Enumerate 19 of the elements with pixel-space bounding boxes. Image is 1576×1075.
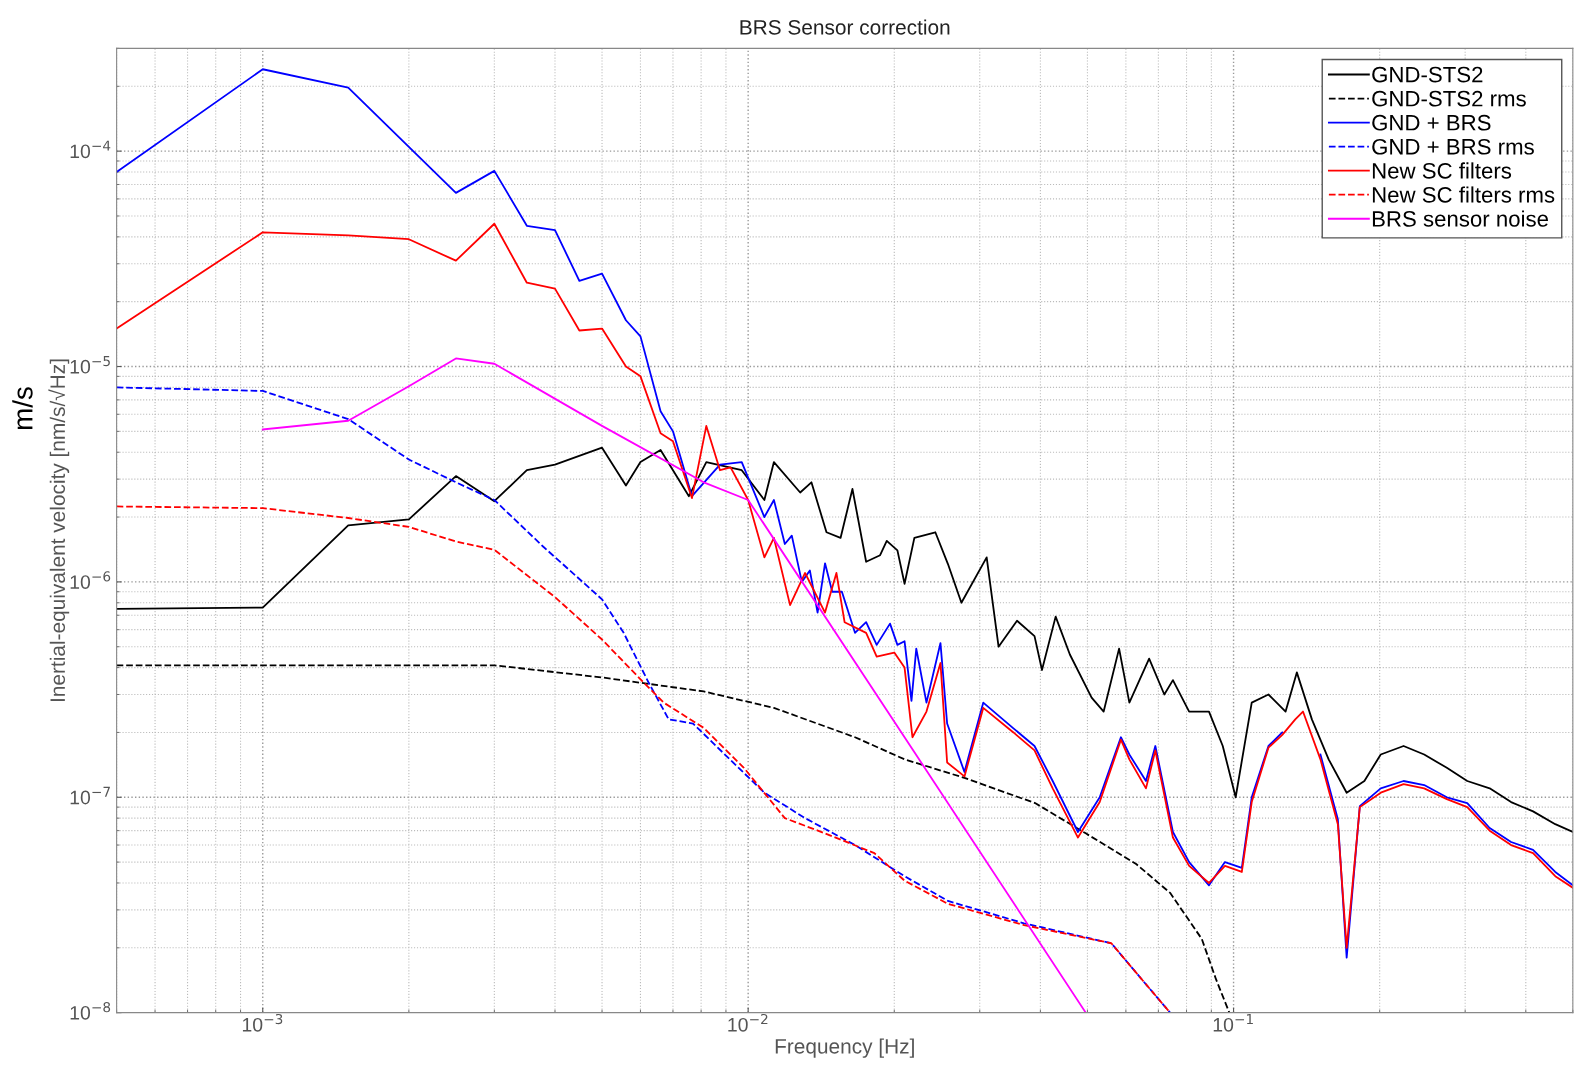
- x-tick-label: 10$^{−2}$: [728, 1013, 768, 1032]
- x-tick-label: 10$^{−1}$: [1213, 1014, 1253, 1032]
- y-tick-label: 10$^{−5}$: [70, 356, 110, 374]
- y-axis-title: Inertial-equivalent velocity [nm/s/√Hz]: [48, 359, 70, 702]
- y-tick-label: 10$^{−8}$: [70, 1002, 111, 1020]
- y-tick-label: 10$^{−4}$: [70, 140, 111, 159]
- legend-label: GND + BRS rms: [1372, 138, 1534, 155]
- legend-label: New SC filters rms: [1372, 186, 1555, 203]
- legend-label: GND-STS2: [1372, 66, 1483, 83]
- legend-label: GND-STS2 rms: [1372, 90, 1526, 107]
- chart-title: BRS Sensor correction: [740, 19, 950, 35]
- legend-label: New SC filters: [1372, 162, 1512, 179]
- x-axis-title: Frequency [Hz]: [775, 1038, 914, 1058]
- y-tick-label: 10$^{−7}$: [70, 786, 110, 805]
- y-tick-label: 10$^{−6}$: [70, 571, 111, 589]
- legend-label: GND + BRS: [1372, 114, 1491, 131]
- x-tick-label: 10$^{−3}$: [242, 1013, 283, 1032]
- legend-label: BRS sensor noise: [1372, 210, 1548, 227]
- text: m/s: [12, 387, 33, 430]
